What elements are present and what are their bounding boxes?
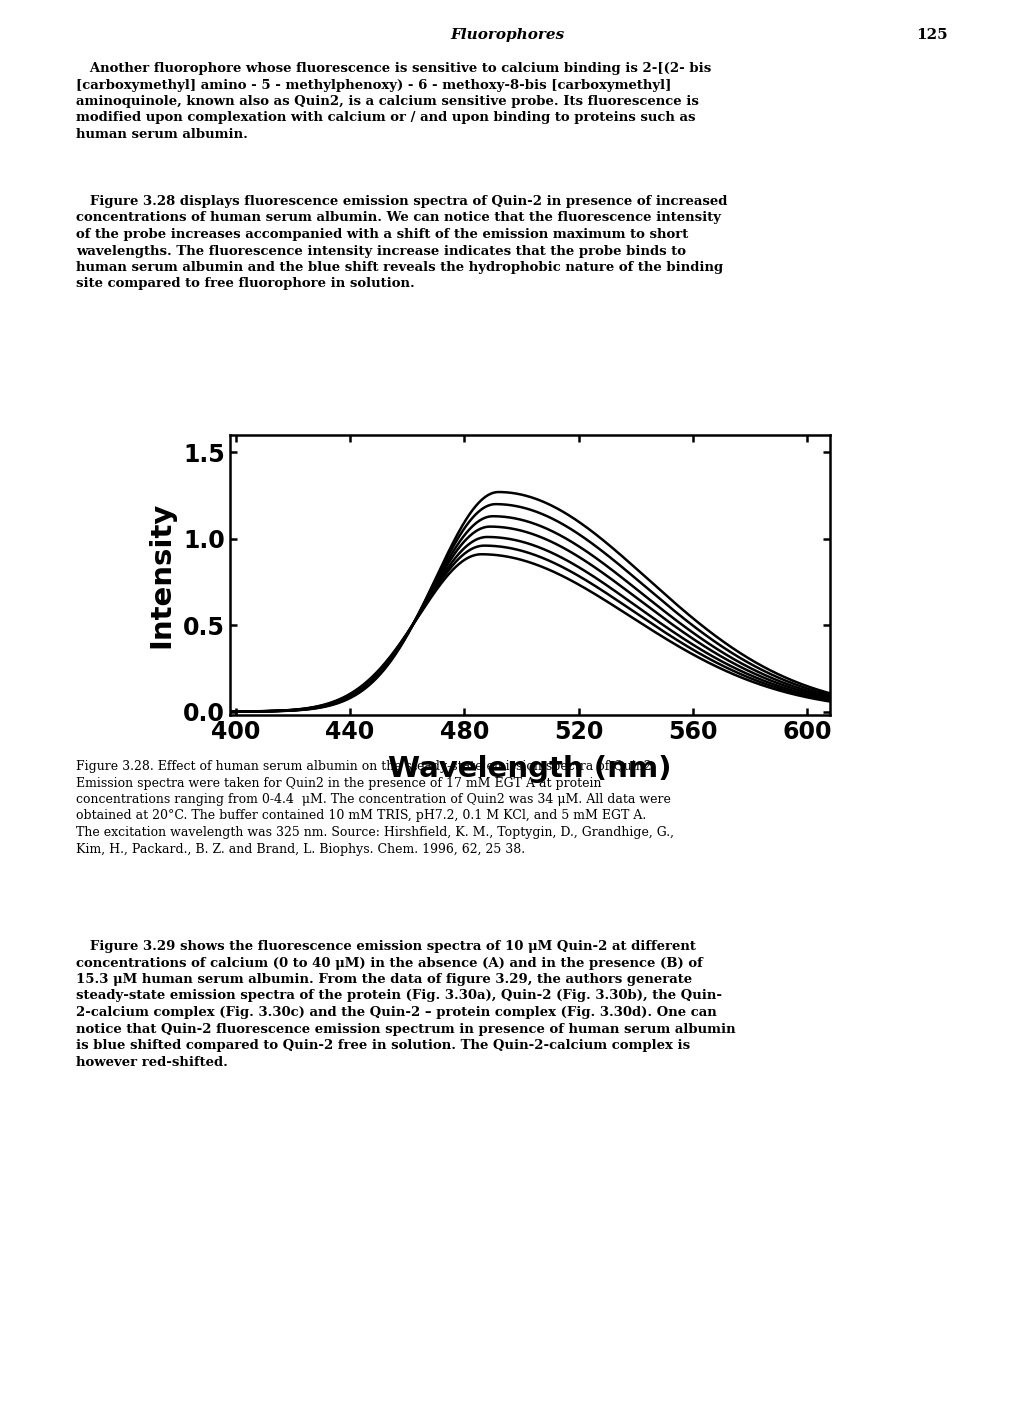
Text: Figure 3.28 displays fluorescence emission spectra of Quin-2 in presence of incr: Figure 3.28 displays fluorescence emissi… (76, 196, 727, 290)
Text: 125: 125 (917, 28, 948, 42)
Text: Figure 3.28. Effect of human serum albumin on the steady-state emission spectra : Figure 3.28. Effect of human serum album… (76, 760, 674, 855)
Text: Another fluorophore whose fluorescence is sensitive to calcium binding is 2-[(2-: Another fluorophore whose fluorescence i… (76, 62, 711, 141)
Text: Fluorophores: Fluorophores (450, 28, 564, 42)
Text: Figure 3.29 shows the fluorescence emission spectra of 10 μM Quin-2 at different: Figure 3.29 shows the fluorescence emiss… (76, 940, 736, 1068)
Y-axis label: Intensity: Intensity (147, 502, 175, 649)
X-axis label: Wavelength (nm): Wavelength (nm) (388, 756, 671, 782)
